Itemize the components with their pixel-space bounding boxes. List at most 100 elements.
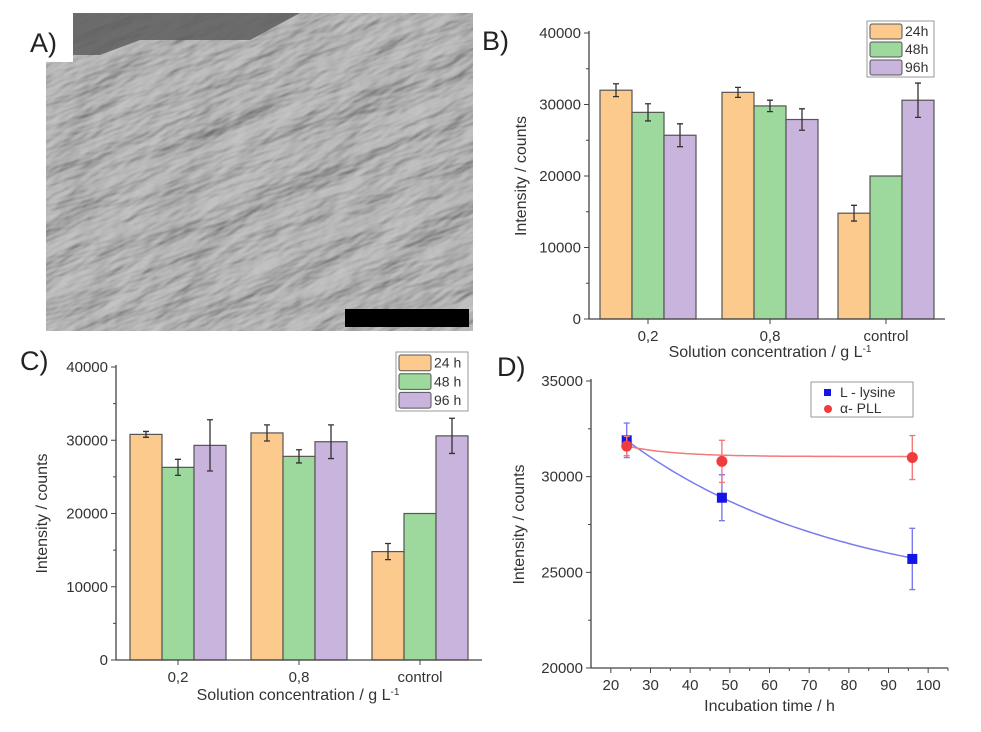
data-point-lysine [907,553,918,564]
x-tick-label: 80 [840,677,857,694]
legend-label: 24h [905,23,928,39]
legend-label: α- PLL [840,400,882,416]
fit-curve-pll [626,445,913,458]
x-axis-title-superscript: -1 [863,344,872,355]
y-tick-label: 20000 [541,660,583,677]
y-tick-label: 25000 [541,564,583,581]
bar-b-24h-2 [837,212,871,320]
y-tick-label: 20000 [66,506,108,523]
y-tick-label: 30000 [541,469,583,486]
bar-b-96h-1 [785,118,819,320]
panel-label-a: A) [30,28,57,58]
error-bar [799,108,805,131]
legend-label: L - lysine [840,384,896,400]
error-bar [767,99,773,113]
error-bar [645,103,651,122]
x-tick-label: 90 [880,677,897,694]
bar-b-48h-2 [869,175,903,320]
legend-swatch [869,59,903,76]
bar-c-96h-1 [314,441,348,661]
error-bar [385,542,391,561]
panel-c: 0,2 0,8 control 0 10000 20000 30000 40000 Soluti… [34,351,482,704]
y-tick-label: 30000 [66,432,108,449]
y-tick-label: 30000 [539,97,581,114]
data-point-pll [621,440,633,452]
bar-c-48h-2 [403,512,437,661]
x-tick-label: 40 [682,677,699,694]
error-bar [296,449,302,464]
y-tick-label: 0 [100,652,108,669]
legend-marker-square [824,389,831,396]
x-tick-label: 30 [642,677,659,694]
x-tick-label: 0,8 [760,328,781,345]
x-axis-title-text: Incubation time / h [704,698,835,715]
legend-marker-circle [824,405,832,413]
panel-label-b: B) [482,26,509,56]
bar-c-96h-2 [435,435,469,661]
x-tick-label: 50 [721,677,738,694]
x-tick-label: 20 [602,677,619,694]
error-bar [175,458,181,477]
bar-b-24h-0 [599,89,633,320]
y-tick-label: 10000 [66,579,108,596]
x-axis-title-text: Solution concentration / g L [669,344,863,361]
panel-label-c: C) [20,346,49,376]
data-point-pll [716,455,728,467]
error-bar [915,82,921,119]
bar-b-96h-2 [901,99,935,320]
bar-c-24h-1 [250,432,284,661]
legend-label: 96h [905,59,928,75]
error-bar [677,123,683,148]
sem-image [46,13,473,331]
error-bar [264,424,270,442]
legend-swatch [398,354,432,372]
y-axis-title: Intensity / counts [34,453,51,573]
error-bar [328,424,334,460]
legend-swatch [869,41,903,58]
error-bar [613,83,619,98]
bar-c-48h-1 [282,455,316,661]
legend-swatch [869,23,903,40]
panel-label-d: D) [497,352,526,382]
legend-label: 48h [905,41,928,57]
x-tick-label: 0,2 [168,669,189,686]
bar-b-96h-0 [663,134,697,320]
bar-b-48h-0 [631,111,665,320]
x-tick-label: 70 [801,677,818,694]
error-bar [143,430,149,438]
legend-swatch [398,373,432,390]
bar-b-48h-1 [753,105,787,320]
x-tick-label: control [397,669,442,686]
y-tick-label: 10000 [539,240,581,257]
data-point-lysine [716,492,727,503]
bar-b-24h-1 [721,91,755,320]
legend-label: 24 h [434,355,461,371]
x-axis-title: Solution concentration / g L-1 [669,344,872,362]
x-tick-label: 0,2 [638,328,659,345]
y-axis-title: Intensity / counts [511,464,528,584]
data-point-pll [906,452,918,464]
x-tick-label: 60 [761,677,778,694]
y-tick-label: 40000 [66,359,108,376]
x-tick-label: 100 [916,677,941,694]
panel-d: 20 30 40 50 60 70 80 90 100 20000 25000 30000 35000 I… [511,373,949,715]
x-tick-label: 0,8 [289,669,310,686]
error-bar [207,419,213,472]
y-tick-label: 40000 [539,25,581,42]
error-bar [851,204,857,222]
legend-label: 96 h [434,392,461,408]
y-axis-title: Intensity / counts [513,116,530,236]
panel-a: A) [30,13,473,331]
y-tick-label: 0 [573,311,581,328]
bar-c-24h-0 [129,433,163,661]
error-bar [449,417,455,455]
x-tick-label: control [863,328,908,345]
scale-bar [345,309,469,327]
legend-swatch [398,391,432,409]
y-tick-label: 20000 [539,168,581,185]
fit-curve-lysine [626,439,913,559]
bar-c-96h-0 [193,444,227,661]
bar-c-48h-0 [161,466,195,661]
y-tick-label: 35000 [541,373,583,390]
